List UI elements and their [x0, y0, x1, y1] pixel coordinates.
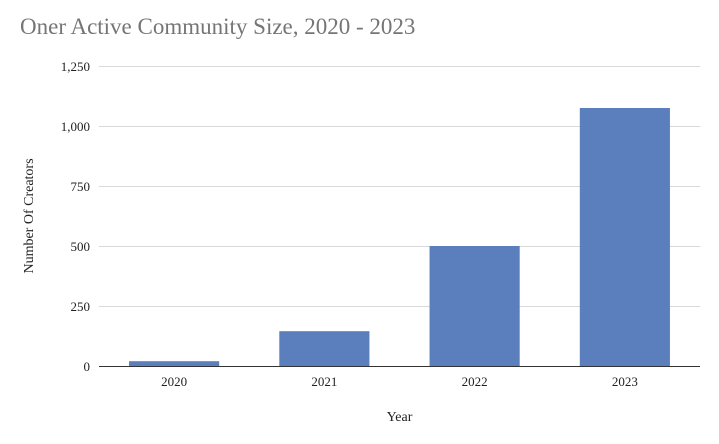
bar-2023	[579, 108, 670, 366]
x-axis-title: Year	[387, 410, 413, 425]
x-tick-label: 2020	[161, 374, 187, 389]
y-tick-label: 250	[71, 299, 91, 314]
y-axis-title: Number Of Creators	[22, 158, 37, 273]
y-tick-label: 750	[71, 179, 91, 194]
bar-2022	[429, 246, 520, 366]
x-tick-label: 2023	[612, 374, 638, 389]
y-tick-label: 1,000	[61, 119, 90, 134]
y-tick-label: 0	[84, 359, 91, 374]
bars	[129, 108, 670, 366]
x-tick-label: 2022	[462, 374, 488, 389]
y-tick-label: 1,250	[61, 59, 90, 74]
tick-labels: 0 250 500 750 1,000 1,250 2020 2021 2022 2023	[61, 59, 638, 389]
chart-title: Oner Active Community Size, 2020 - 2023	[20, 14, 416, 39]
x-tick-label: 2021	[311, 374, 337, 389]
bar-2021	[279, 331, 370, 366]
bar-2020	[129, 361, 220, 366]
y-tick-label: 500	[71, 239, 91, 254]
